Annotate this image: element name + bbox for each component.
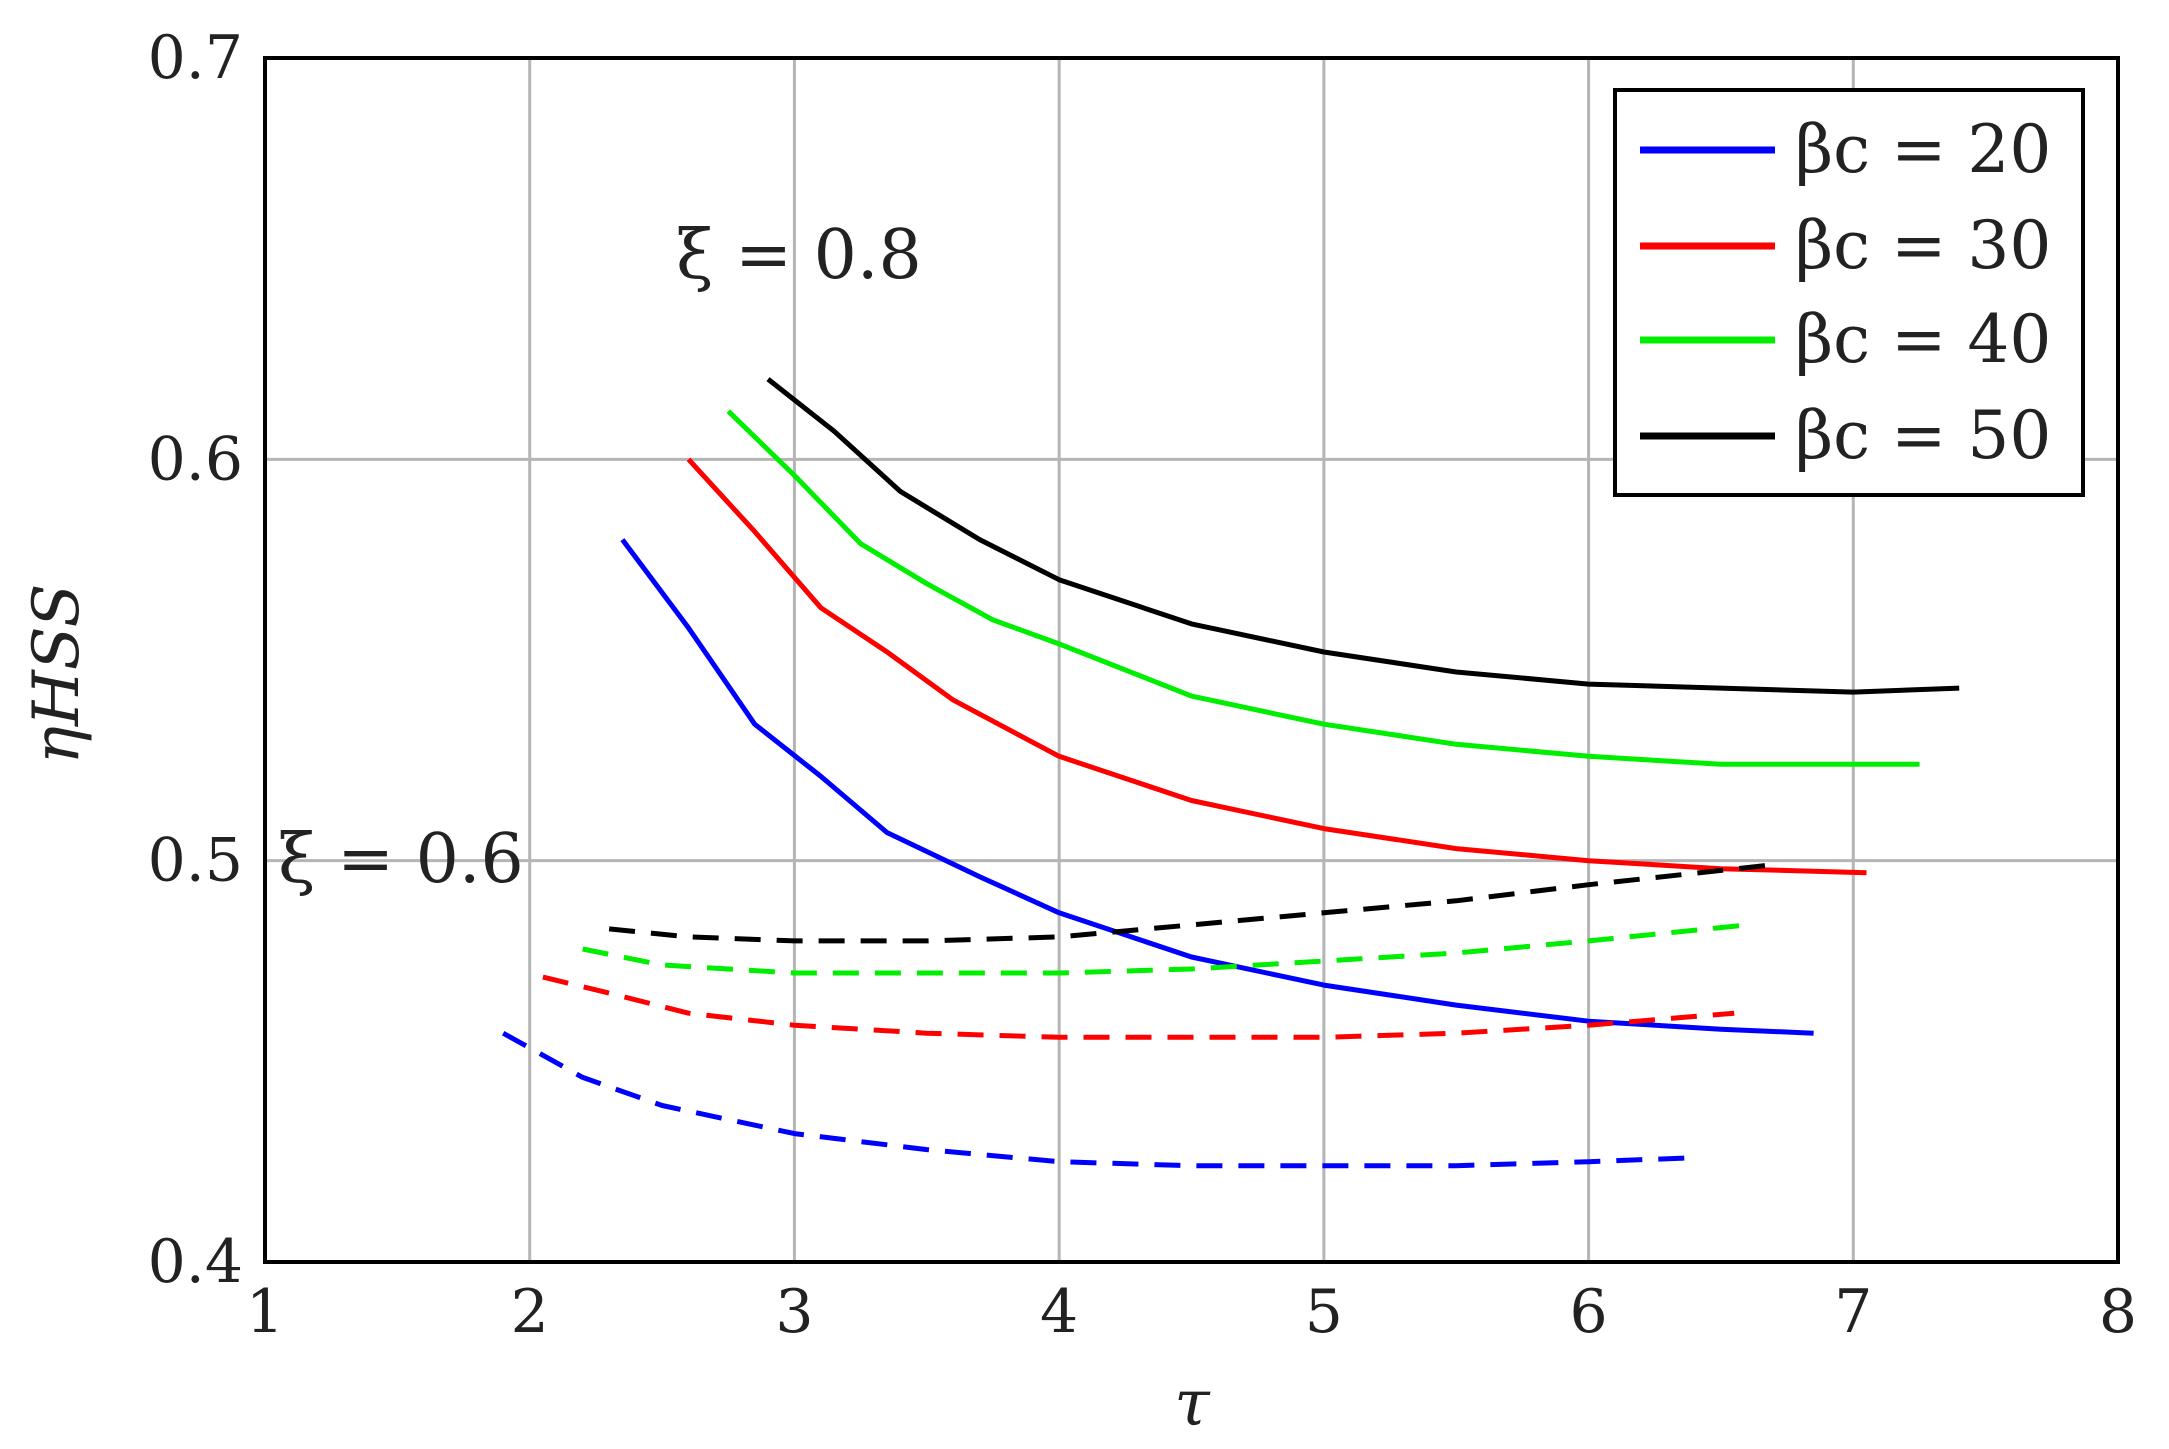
y-axis-label: ηHSS bbox=[20, 584, 94, 765]
x-tick-label: 4 bbox=[1040, 1277, 1078, 1347]
x-tick-label: 5 bbox=[1305, 1277, 1343, 1347]
tick-labels: 1 2 3 4 5 6 7 8 0.4 0.5 0.6 0.7 bbox=[148, 23, 2138, 1347]
annotation-xi-08: ξ = 0.8 bbox=[676, 216, 922, 295]
series-line-b30-dashed bbox=[542, 974, 1735, 1040]
series-line-b50-dashed bbox=[608, 862, 1775, 944]
x-tick-label: 6 bbox=[1569, 1277, 1607, 1347]
series-layer bbox=[501, 377, 1960, 1169]
series-line-b50-solid bbox=[766, 377, 1960, 695]
x-axis-label: τ bbox=[1174, 1367, 1211, 1441]
legend: βc = 20 βc = 30 βc = 40 βc = 50 bbox=[1613, 88, 2085, 497]
legend-label-b40: βc = 40 bbox=[1795, 301, 2051, 378]
legend-label-b50: βc = 50 bbox=[1795, 397, 2051, 474]
x-tick-label: 2 bbox=[511, 1277, 549, 1347]
annotation-xi-06: ξ = 0.6 bbox=[278, 820, 524, 899]
x-tick-label: 1 bbox=[246, 1277, 284, 1347]
plot-frame bbox=[263, 56, 2120, 1264]
legend-box bbox=[1613, 88, 2085, 497]
x-tick-label: 8 bbox=[2099, 1277, 2137, 1347]
x-tick-label: 3 bbox=[775, 1277, 813, 1347]
y-tick-label: 0.7 bbox=[148, 23, 243, 93]
y-tick-label: 0.5 bbox=[148, 826, 243, 896]
series-line-b20-dashed bbox=[501, 1031, 1695, 1169]
legend-label-b20: βc = 20 bbox=[1795, 111, 2051, 188]
legend-label-b30: βc = 30 bbox=[1795, 207, 2051, 284]
series-line-b40-solid bbox=[726, 409, 1920, 767]
series-line-b30-solid bbox=[686, 457, 1867, 876]
y-tick-label: 0.4 bbox=[148, 1227, 243, 1297]
y-tick-label: 0.6 bbox=[148, 424, 243, 494]
series-line-b20-solid bbox=[620, 538, 1814, 1036]
x-tick-label: 7 bbox=[1834, 1277, 1872, 1347]
series-line-b40-dashed bbox=[582, 922, 1748, 976]
